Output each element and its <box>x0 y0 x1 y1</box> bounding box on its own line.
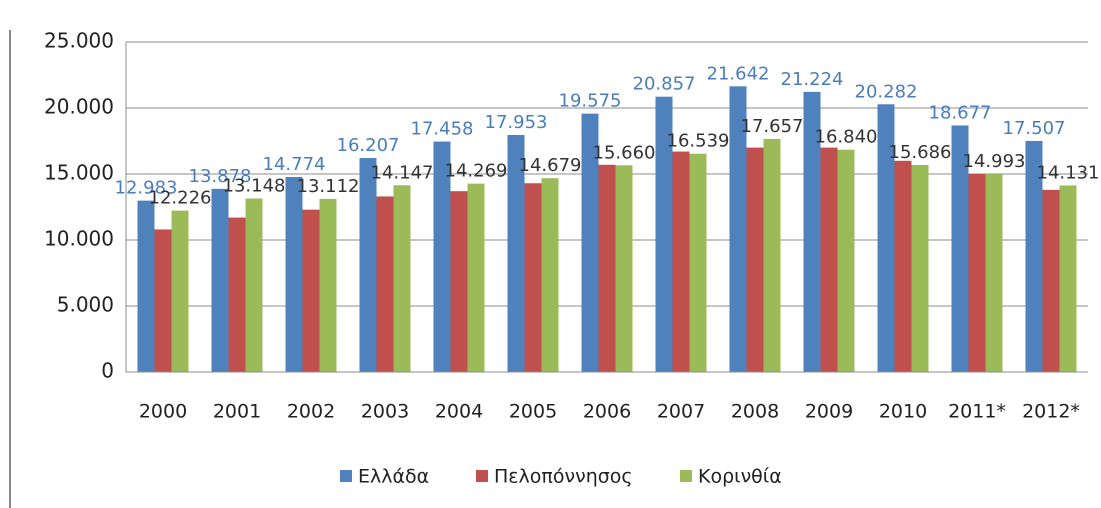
bar <box>228 217 246 372</box>
bar <box>803 91 821 372</box>
y-tick-label: 25.000 <box>44 29 114 53</box>
bar <box>615 165 633 372</box>
bar <box>672 151 690 372</box>
data-label: 21.642 <box>707 63 770 84</box>
bar <box>820 147 838 372</box>
legend-label: Ελλάδα <box>358 466 429 488</box>
x-tick-label: 2005 <box>509 401 557 423</box>
x-tick-label: 2007 <box>657 401 705 423</box>
bar <box>507 135 525 372</box>
bar <box>985 174 1003 372</box>
bar <box>359 158 377 372</box>
bar <box>433 141 451 372</box>
bar <box>245 198 263 372</box>
x-tick-label: 2008 <box>731 401 779 423</box>
bar <box>763 138 781 372</box>
data-label: 14.774 <box>263 154 326 175</box>
bar <box>450 191 468 372</box>
y-tick-label: 10.000 <box>44 227 114 251</box>
bar <box>968 174 986 372</box>
x-tick-label: 2006 <box>583 401 631 423</box>
x-tick-label: 2004 <box>435 401 483 423</box>
x-tick-label: 2001 <box>213 401 261 423</box>
data-label: 14.269 <box>445 161 508 182</box>
data-label: 14.679 <box>519 155 582 176</box>
x-tick-label: 2010 <box>879 401 927 423</box>
bar <box>541 178 559 372</box>
x-tick-label: 2011* <box>948 401 1006 423</box>
bar <box>598 164 616 372</box>
data-label: 20.857 <box>633 74 696 95</box>
bar <box>211 188 229 372</box>
bar <box>393 185 411 372</box>
data-label: 17.458 <box>411 119 474 140</box>
bar <box>581 113 599 373</box>
x-tick-label: 2009 <box>805 401 853 423</box>
x-tick-label: 2002 <box>287 401 335 423</box>
data-label: 14.131 <box>1037 162 1100 183</box>
data-label: 21.224 <box>781 69 844 90</box>
bar <box>319 198 337 372</box>
legend-swatch <box>680 470 692 482</box>
data-label: 19.575 <box>559 91 622 112</box>
bar <box>877 104 895 373</box>
bar <box>894 160 912 372</box>
bar <box>154 229 172 372</box>
data-label: 13.148 <box>223 175 286 196</box>
bar <box>951 125 969 373</box>
y-tick-label: 0 <box>101 359 114 383</box>
legend-label: Πελοπόννησος <box>494 466 633 488</box>
x-tick-label: 2000 <box>139 401 187 423</box>
data-label: 15.660 <box>593 142 656 163</box>
y-tick-label: 20.000 <box>44 95 114 119</box>
data-label: 12.983 <box>115 178 178 199</box>
bar <box>746 147 764 372</box>
data-label: 14.147 <box>371 162 434 183</box>
bar <box>729 86 747 373</box>
x-tick-label: 2003 <box>361 401 409 423</box>
bar <box>911 164 929 372</box>
data-label: 13.112 <box>297 176 360 197</box>
bar <box>137 200 155 372</box>
bar <box>524 183 542 372</box>
legend-label: Κορινθία <box>698 466 782 488</box>
bar <box>837 149 855 372</box>
data-label: 16.840 <box>815 127 878 148</box>
bar <box>655 96 673 373</box>
bar <box>689 153 707 372</box>
legend-swatch <box>340 470 352 482</box>
data-label: 14.993 <box>963 151 1026 172</box>
bar <box>467 183 485 372</box>
data-label: 15.686 <box>889 142 952 163</box>
y-tick-label: 15.000 <box>44 161 114 185</box>
bar <box>285 176 303 372</box>
data-label: 17.507 <box>1003 118 1066 139</box>
bar <box>1025 140 1043 372</box>
data-label: 16.539 <box>667 131 730 152</box>
bar <box>302 209 320 372</box>
bar <box>1042 189 1060 372</box>
data-label: 18.677 <box>929 102 992 123</box>
y-tick-label: 5.000 <box>57 293 114 317</box>
bar <box>1059 185 1077 372</box>
data-label: 17.657 <box>741 116 804 137</box>
data-label: 13.878 <box>189 166 252 187</box>
data-label: 12.226 <box>149 188 212 209</box>
data-label: 20.282 <box>855 81 918 102</box>
legend-swatch <box>476 470 488 482</box>
data-label: 16.207 <box>337 135 400 156</box>
bar <box>376 196 394 372</box>
bar <box>171 210 189 372</box>
data-label: 17.953 <box>485 112 548 133</box>
x-tick-label: 2012* <box>1022 401 1080 423</box>
